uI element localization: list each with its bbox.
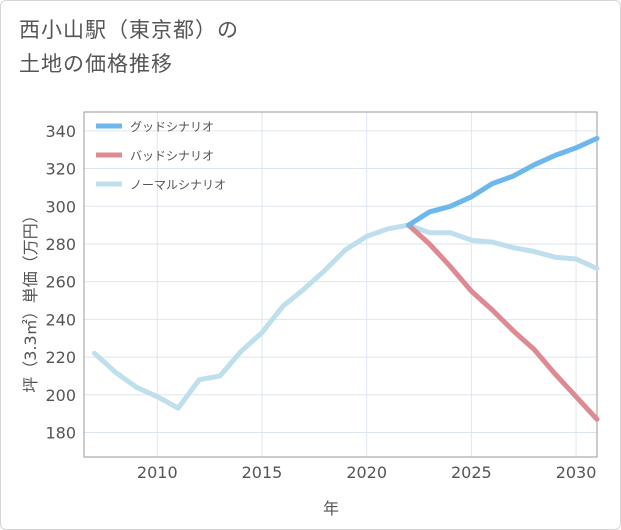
x-tick-label: 2020 [346, 463, 387, 482]
x-tick-label: 2010 [137, 463, 178, 482]
y-tick-label: 320 [45, 160, 76, 179]
x-tick-label: 2025 [451, 463, 492, 482]
x-tick-label: 2015 [242, 463, 283, 482]
y-tick-label: 200 [45, 386, 76, 405]
grid-lines [84, 112, 597, 457]
x-tick-label: 2030 [556, 463, 597, 482]
y-tick-label: 260 [45, 273, 76, 292]
series-lines [92, 135, 600, 422]
y-tick-label: 340 [45, 122, 76, 141]
y-tick-label: 280 [45, 235, 76, 254]
series-line [92, 222, 600, 411]
y-tick-labels: 180 200 220 240 260 280 300 320 340 [45, 122, 76, 443]
y-tick-label: 300 [45, 197, 76, 216]
y-tick-label: 220 [45, 348, 76, 367]
legend-label: バッドシナリオ [130, 149, 214, 163]
y-tick-label: 240 [45, 310, 76, 329]
chart-title: 西小山駅（東京都）の 土地の価格推移 [19, 18, 239, 76]
series-line [406, 135, 600, 228]
y-tick-label: 180 [45, 423, 76, 442]
y-axis-title: 坪（3.3㎡）単価（万円） [21, 207, 40, 392]
plot-area [83, 111, 598, 458]
x-tick-labels: 2010 2015 2020 2025 2030 [137, 463, 596, 482]
series-line [406, 222, 600, 422]
legend-label: グッドシナリオ [130, 120, 214, 134]
legend-label: ノーマルシナリオ [130, 178, 226, 192]
x-axis-title: 年 [323, 499, 339, 518]
